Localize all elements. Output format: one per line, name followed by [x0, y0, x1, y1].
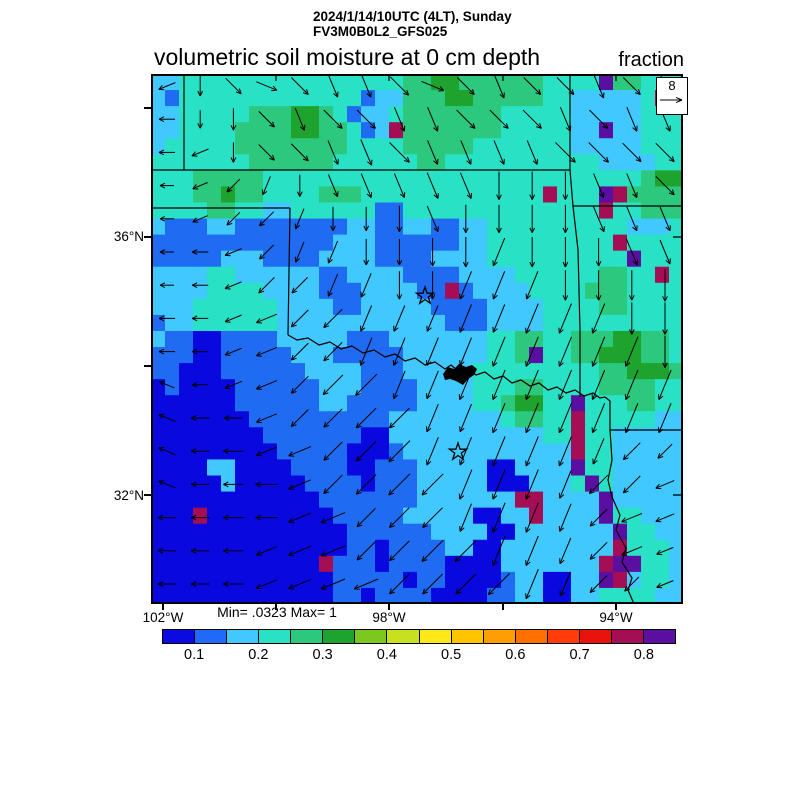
colorbar-tick-label: 0.5 — [441, 647, 462, 663]
reference-vector-value: 8 — [668, 78, 676, 93]
colorbar-cell — [291, 630, 324, 643]
lat-tick — [144, 365, 151, 367]
colorbar-cell — [355, 630, 388, 643]
lon-tick — [275, 604, 277, 610]
lat-label: 32°N — [113, 488, 144, 503]
lon-label: 102°W — [142, 610, 184, 625]
lon-tick — [388, 604, 390, 610]
units-label: fraction — [618, 49, 684, 71]
lat-label: 36°N — [113, 229, 144, 244]
colorbar-tick-label: 0.1 — [184, 647, 205, 663]
colorbar-cell — [195, 630, 228, 643]
minmax-label: Min= .0323 Max= 1 — [217, 604, 337, 620]
colorbar-tick-label: 0.7 — [569, 647, 590, 663]
colorbar-cell — [547, 630, 580, 643]
colorbar-cell — [515, 630, 548, 643]
colorbar-cell — [387, 630, 420, 643]
lon-label: 98°W — [372, 610, 406, 625]
soil-moisture-map — [151, 74, 683, 604]
colorbar-tick-label: 0.4 — [376, 647, 397, 663]
lon-tick — [615, 604, 617, 610]
colorbar — [162, 629, 676, 644]
lon-label: 94°W — [599, 610, 633, 625]
lat-tick — [144, 494, 151, 496]
colorbar-cell — [579, 630, 612, 643]
colorbar-cell — [259, 630, 292, 643]
lon-tick — [502, 604, 504, 610]
colorbar-tick-label: 0.8 — [633, 647, 654, 663]
model-run-line: FV3M0B0L2_GFS025 — [313, 24, 448, 39]
colorbar-cell — [643, 630, 675, 643]
reference-vector-arrow-icon — [660, 96, 683, 104]
lat-tick — [144, 236, 151, 238]
colorbar-tick-label: 0.6 — [505, 647, 526, 663]
colorbar-cell — [227, 630, 260, 643]
lat-tick — [144, 107, 151, 109]
colorbar-cell — [611, 630, 644, 643]
colorbar-tick-label: 0.3 — [312, 647, 333, 663]
colorbar-cell — [419, 630, 452, 643]
colorbar-cell — [163, 630, 196, 643]
colorbar-cell — [483, 630, 516, 643]
colorbar-cell — [451, 630, 484, 643]
reference-vector-box: 8 — [656, 77, 688, 115]
plot-title: volumetric soil moisture at 0 cm depth — [154, 44, 541, 70]
colorbar-tick-label: 0.2 — [248, 647, 269, 663]
lon-tick — [162, 604, 164, 610]
colorbar-cell — [323, 630, 356, 643]
date-line: 2024/1/14/10UTC (4LT), Sunday — [313, 9, 512, 24]
